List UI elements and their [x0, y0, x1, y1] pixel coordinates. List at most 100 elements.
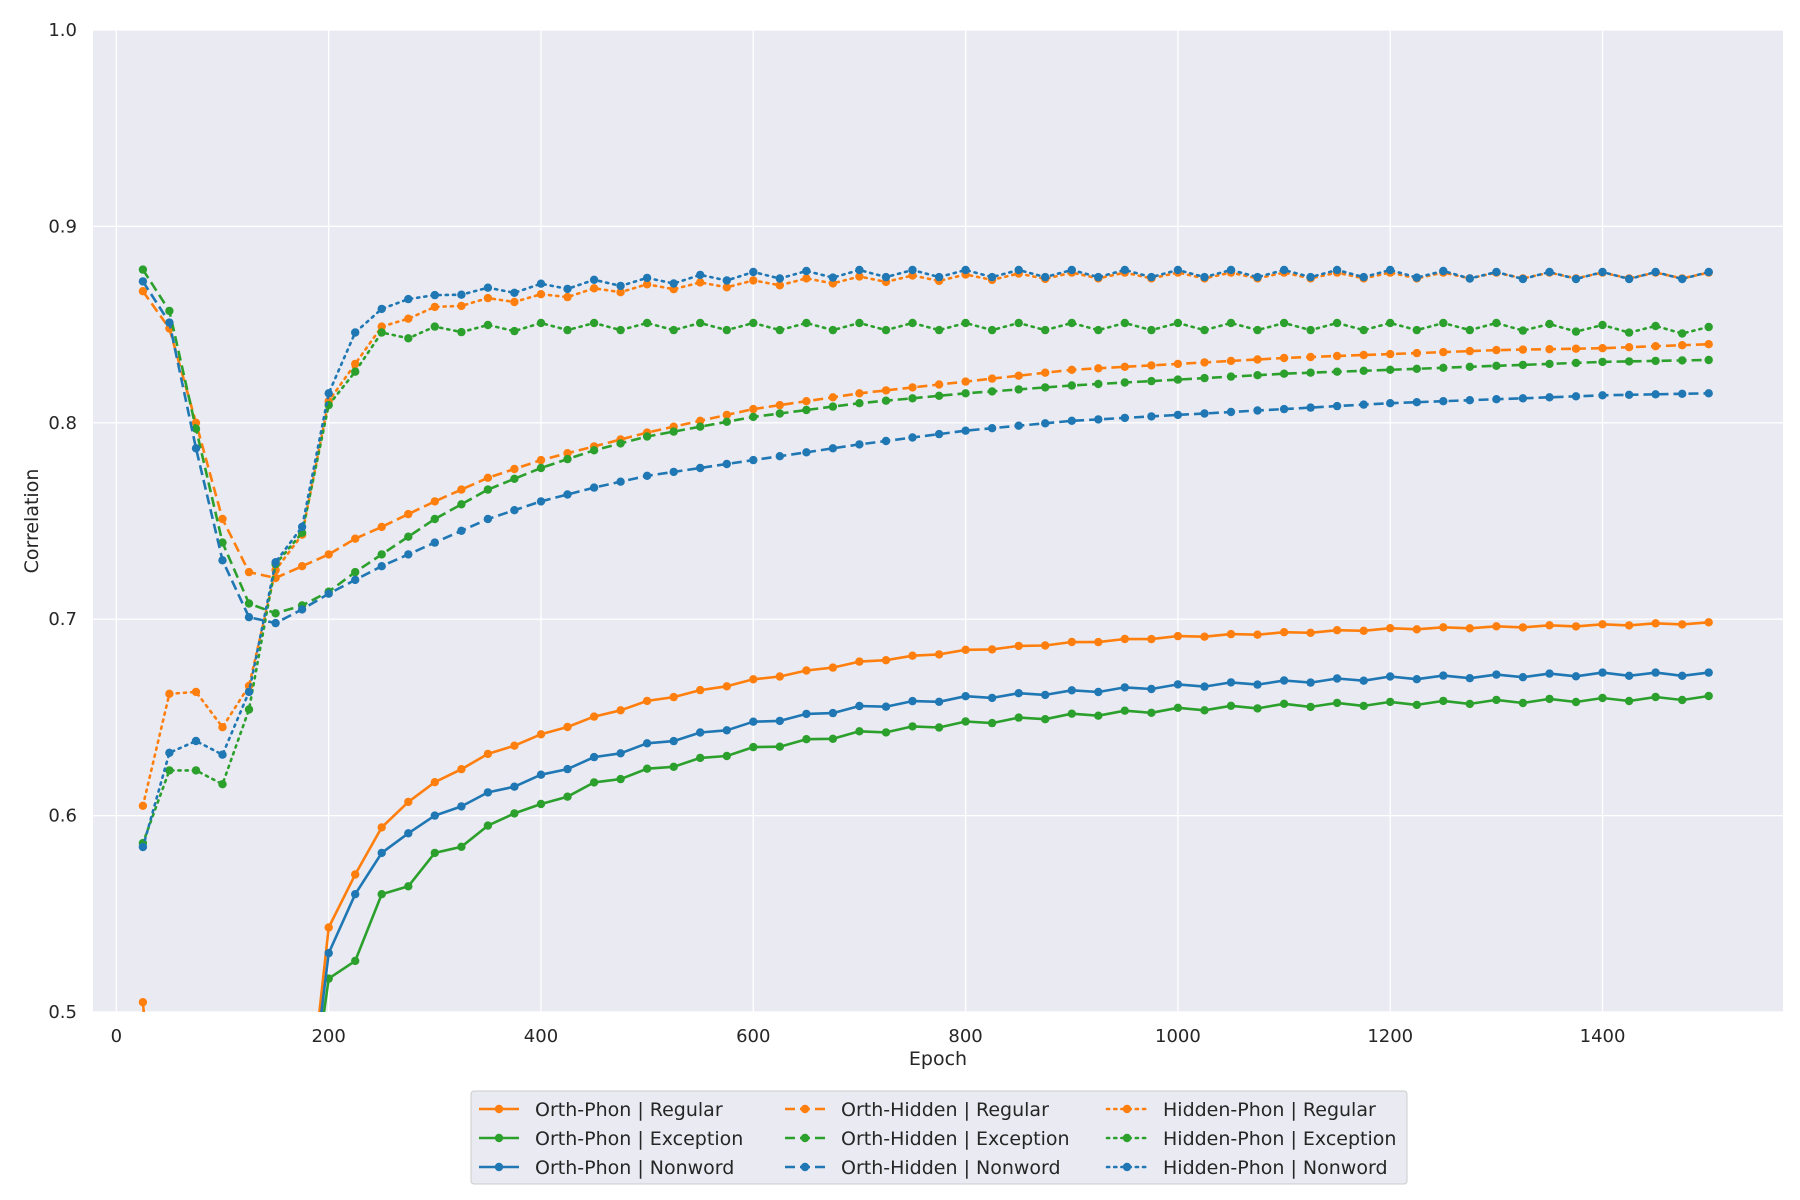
data-point	[536, 497, 546, 506]
data-point	[1041, 641, 1050, 650]
data-point	[563, 449, 572, 458]
data-point	[1226, 318, 1236, 328]
data-point	[1094, 415, 1103, 424]
data-point	[881, 325, 891, 335]
data-point	[404, 532, 413, 541]
data-point	[165, 318, 174, 327]
data-point	[1120, 265, 1130, 275]
data-point	[1545, 393, 1554, 402]
data-point	[616, 477, 625, 486]
data-point	[483, 293, 493, 303]
data-point	[722, 751, 731, 761]
data-point	[1651, 342, 1660, 351]
data-point	[696, 728, 705, 737]
data-point	[1306, 678, 1315, 687]
data-point	[775, 281, 784, 290]
data-point	[934, 697, 944, 706]
x-tick-label: 600	[736, 1026, 770, 1047]
data-point	[1120, 318, 1130, 328]
data-point	[642, 280, 652, 289]
data-point	[1359, 272, 1368, 282]
data-point	[483, 283, 493, 292]
data-point	[1386, 265, 1395, 275]
data-point	[1359, 325, 1368, 335]
data-point	[1624, 343, 1634, 352]
data-point	[457, 327, 466, 337]
y-tick-label: 0.5	[48, 1002, 77, 1023]
data-point	[404, 882, 413, 891]
data-point	[881, 272, 891, 282]
data-point	[510, 464, 519, 474]
data-point	[1253, 325, 1262, 335]
data-point	[1041, 690, 1050, 700]
data-point	[589, 446, 599, 455]
data-point	[138, 265, 148, 274]
data-point	[908, 265, 917, 275]
data-point	[669, 279, 678, 288]
data-point	[1412, 700, 1422, 710]
data-point	[1492, 345, 1501, 355]
data-point	[1173, 703, 1183, 712]
data-point	[881, 728, 891, 737]
data-point	[563, 722, 572, 732]
data-point	[165, 689, 174, 698]
legend-marker	[1122, 1162, 1132, 1172]
data-point	[1094, 272, 1103, 282]
data-point	[430, 538, 439, 547]
data-point	[218, 780, 227, 789]
data-point	[1147, 684, 1156, 694]
data-point	[1465, 362, 1475, 371]
data-point	[934, 723, 944, 732]
data-point	[510, 288, 519, 297]
data-point	[377, 848, 386, 858]
data-point	[536, 318, 546, 328]
data-point	[1306, 352, 1315, 362]
data-point	[1518, 394, 1528, 403]
data-point	[1492, 670, 1501, 679]
x-tick-label: 200	[311, 1026, 345, 1047]
series-layer	[138, 265, 1713, 1012]
data-point	[961, 318, 970, 328]
data-point	[1386, 697, 1395, 707]
y-tick-label: 0.6	[48, 806, 77, 827]
data-point	[1492, 267, 1501, 277]
data-point	[1173, 318, 1183, 328]
x-tick-label: 0	[111, 1026, 122, 1047]
data-point	[1598, 620, 1607, 629]
data-point	[669, 467, 678, 477]
data-point	[138, 287, 148, 296]
data-point	[1518, 326, 1528, 335]
data-point	[775, 452, 784, 461]
data-point	[1014, 371, 1023, 380]
data-point	[696, 422, 705, 431]
data-point	[961, 692, 970, 701]
data-point	[1253, 371, 1262, 380]
legend-item: Hidden-Phon | Regular	[1105, 1099, 1376, 1121]
legend-item: Orth-Hidden | Exception	[785, 1128, 1070, 1150]
data-point	[1651, 321, 1660, 331]
data-point	[324, 550, 333, 559]
data-point	[1412, 273, 1422, 282]
data-point	[1598, 267, 1607, 277]
data-point	[191, 736, 201, 746]
data-point	[1465, 624, 1475, 633]
legend-marker	[494, 1104, 504, 1114]
data-point	[1624, 696, 1634, 706]
data-point	[1200, 373, 1209, 383]
data-point	[1279, 404, 1289, 414]
x-tick-label: 1200	[1367, 1026, 1413, 1047]
data-point	[244, 599, 254, 608]
data-point	[1067, 637, 1077, 647]
data-point	[510, 782, 519, 791]
data-point	[908, 318, 917, 328]
y-axis-ticks: 0.5 0.6 0.7 0.8 0.9 1.0	[48, 20, 77, 1023]
data-point	[1571, 697, 1581, 707]
data-point	[563, 284, 572, 294]
data-point	[1332, 626, 1342, 635]
data-point	[1200, 358, 1209, 367]
data-point	[881, 436, 891, 446]
data-point	[1492, 695, 1501, 705]
data-point	[775, 409, 784, 418]
data-point	[457, 842, 466, 851]
data-point	[961, 426, 970, 435]
